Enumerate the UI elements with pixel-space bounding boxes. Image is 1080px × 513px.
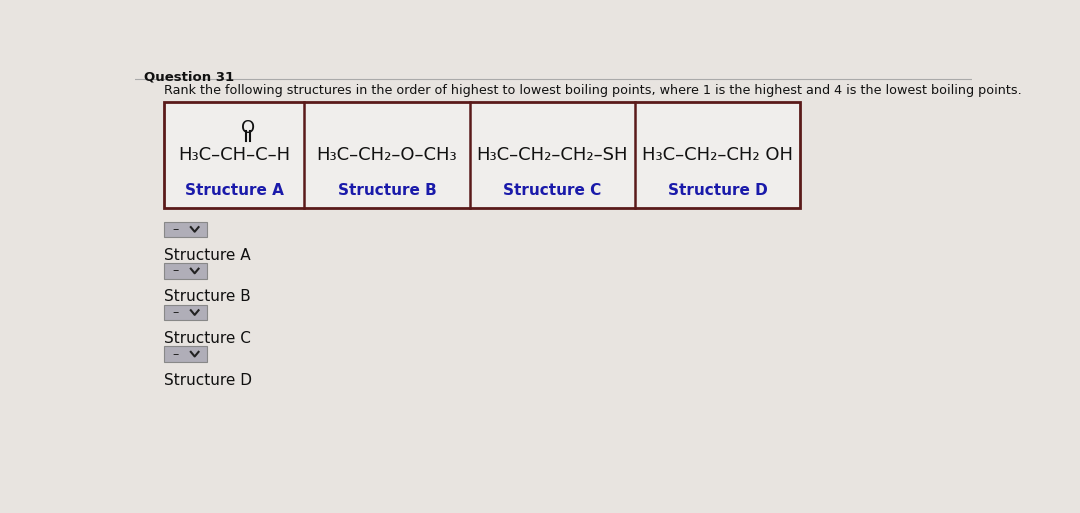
Text: O: O (241, 120, 255, 137)
Text: H₃C–CH₂–CH₂–SH: H₃C–CH₂–CH₂–SH (476, 146, 629, 164)
Bar (164, 305, 207, 320)
Text: Structure A: Structure A (164, 248, 251, 263)
Bar (164, 346, 207, 362)
Text: Structure A: Structure A (185, 183, 284, 198)
Text: Rank the following structures in the order of highest to lowest boiling points, : Rank the following structures in the ord… (164, 84, 1022, 97)
Bar (164, 222, 207, 237)
Text: H₃C–CH–C–H: H₃C–CH–C–H (178, 146, 291, 164)
Text: Structure C: Structure C (503, 183, 602, 198)
Text: –: – (172, 306, 178, 319)
Text: Structure C: Structure C (164, 331, 252, 346)
Text: Question 31: Question 31 (145, 70, 234, 83)
Text: –: – (172, 265, 178, 278)
Bar (164, 263, 207, 279)
Text: –: – (172, 223, 178, 236)
Bar (164, 102, 800, 208)
Text: Structure B: Structure B (337, 183, 436, 198)
Text: Structure B: Structure B (164, 289, 252, 305)
Text: –: – (172, 348, 178, 361)
Text: H₃C–CH₂–O–CH₃: H₃C–CH₂–O–CH₃ (316, 146, 457, 164)
Text: Structure D: Structure D (667, 183, 767, 198)
Text: Structure D: Structure D (164, 372, 253, 388)
Text: H₃C–CH₂–CH₂ OH: H₃C–CH₂–CH₂ OH (642, 146, 793, 164)
